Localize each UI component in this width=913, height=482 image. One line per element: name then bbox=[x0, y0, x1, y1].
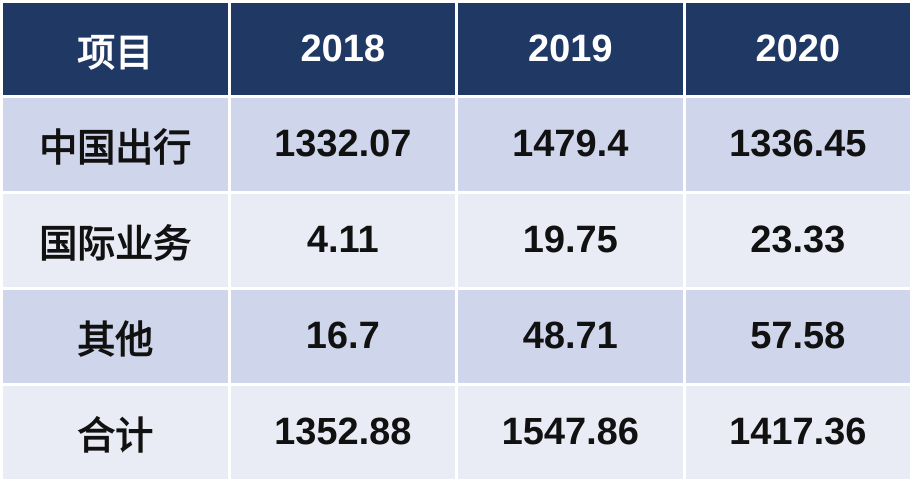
table-cell: 1547.86 bbox=[455, 383, 686, 482]
table-cell: 57.58 bbox=[682, 287, 913, 386]
table-row: 国际业务 4.11 19.75 23.33 bbox=[0, 191, 913, 290]
header-row: 项目 2018 2019 2020 bbox=[0, 0, 913, 98]
table-cell: 1336.45 bbox=[682, 95, 913, 194]
row-label: 合计 bbox=[0, 383, 231, 482]
table-cell: 1417.36 bbox=[682, 383, 913, 482]
table-header: 项目 2018 2019 2020 bbox=[0, 0, 913, 98]
row-label: 其他 bbox=[0, 287, 231, 386]
table-body: 中国出行 1332.07 1479.4 1336.45 国际业务 4.11 19.75 23.… bbox=[0, 95, 913, 482]
table-cell: 19.75 bbox=[455, 191, 686, 290]
table-row: 中国出行 1332.07 1479.4 1336.45 bbox=[0, 95, 913, 194]
header-cell: 项目 bbox=[0, 0, 231, 98]
table-cell: 23.33 bbox=[682, 191, 913, 290]
table-cell: 1332.07 bbox=[227, 95, 458, 194]
row-label: 国际业务 bbox=[0, 191, 231, 290]
header-cell: 2018 bbox=[227, 0, 458, 98]
table-cell: 1479.4 bbox=[455, 95, 686, 194]
table-cell: 16.7 bbox=[227, 287, 458, 386]
table-cell: 1352.88 bbox=[227, 383, 458, 482]
header-cell: 2020 bbox=[682, 0, 913, 98]
table-row: 其他 16.7 48.71 57.58 bbox=[0, 287, 913, 386]
header-cell: 2019 bbox=[455, 0, 686, 98]
table-cell: 4.11 bbox=[227, 191, 458, 290]
row-label: 中国出行 bbox=[0, 95, 231, 194]
table-cell: 48.71 bbox=[455, 287, 686, 386]
table-row: 合计 1352.88 1547.86 1417.36 bbox=[0, 383, 913, 482]
